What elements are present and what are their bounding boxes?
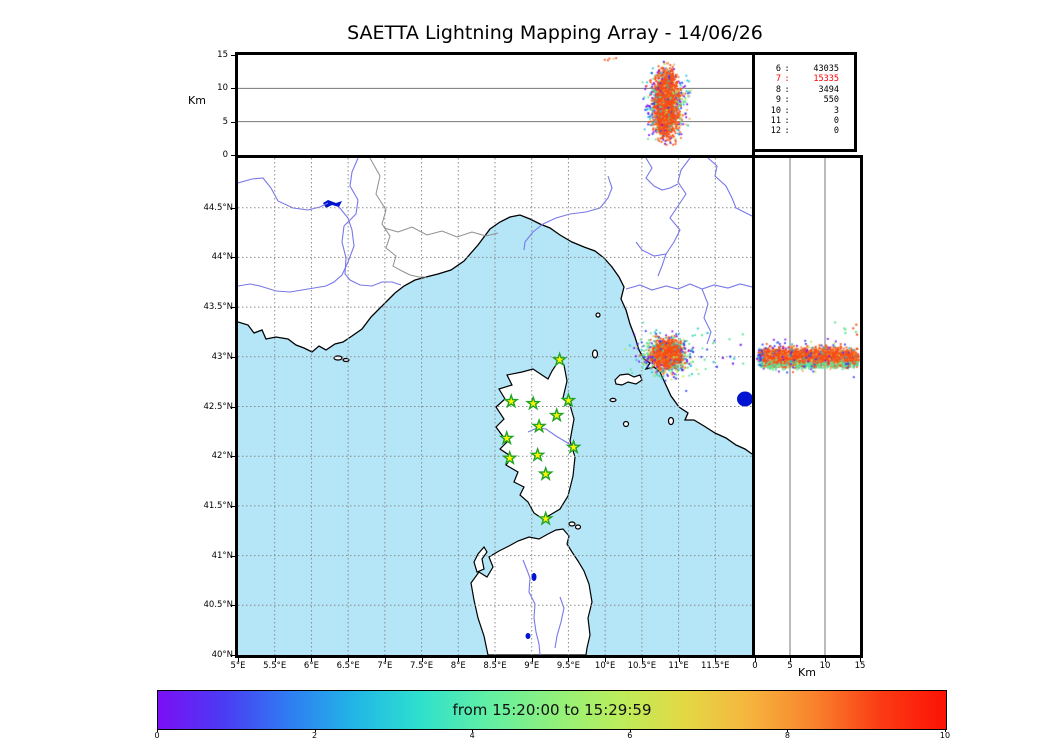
lon-tick-label: 6°E — [303, 661, 319, 671]
altitude-latitude-panel — [752, 155, 863, 658]
lon-tick-label: 10°E — [594, 661, 616, 671]
tick-mark — [790, 658, 791, 662]
right-panel-xtick-label: 0 — [752, 661, 758, 671]
source-count-row: 7:15335 — [775, 74, 839, 85]
colorbar-tick-label: 2 — [312, 731, 318, 740]
lat-tick-label: 40°N — [211, 650, 233, 660]
colorbar-tick-label: 0 — [154, 731, 160, 740]
tick-mark — [860, 658, 861, 662]
colorbar-tick-label: 10 — [939, 731, 951, 740]
lat-tick-label: 44.5°N — [203, 202, 233, 213]
source-count-row: 12:0 — [770, 126, 839, 137]
lat-tick-label: 44°N — [211, 252, 233, 263]
page-title: SAETTA Lightning Mapping Array - 14/06/2… — [347, 22, 763, 44]
top-panel-ytick-label: 5 — [222, 116, 228, 127]
tick-mark — [531, 658, 533, 662]
tick-mark — [311, 658, 313, 662]
right-panel-xtick-label: 15 — [854, 661, 866, 671]
map-panel — [235, 155, 755, 658]
source-count-panel: 6:43035 7:15335 8:3494 9:550 10:3 11:0 12:0 — [752, 52, 857, 152]
tick-mark — [238, 658, 239, 662]
map-scatter-layer — [238, 158, 752, 655]
tick-mark — [568, 658, 570, 662]
colorbar-tick-label: 6 — [627, 731, 633, 740]
top-panel-ytick-label: 15 — [217, 50, 228, 60]
tick-mark — [384, 658, 386, 662]
lat-tick-label: 42.5°N — [203, 401, 233, 412]
colorbar-tick-label: 8 — [784, 731, 790, 740]
altitude-latitude-scatter-layer — [755, 158, 860, 655]
colorbar: from 15:20:00 to 15:29:59 — [157, 690, 947, 730]
lat-tick-label: 43°N — [211, 351, 233, 362]
lon-tick-label: 9.5°E — [556, 661, 580, 671]
source-count-row: 9:550 — [775, 95, 839, 106]
source-count-row: 8:3494 — [775, 84, 839, 95]
lat-tick-label: 42°N — [211, 451, 233, 462]
lon-tick-label: 6.5°E — [336, 661, 360, 671]
colorbar-tick-label: 4 — [469, 731, 475, 740]
lat-tick-label: 41.5°N — [203, 500, 233, 511]
altitude-longitude-scatter-layer — [238, 55, 752, 155]
lon-tick-label: 5°E — [230, 661, 246, 671]
lon-tick-label: 7°E — [377, 661, 393, 671]
source-count-row: 6:43035 — [775, 64, 839, 74]
colorbar-gradient — [158, 691, 946, 729]
lon-tick-label: 8°E — [450, 661, 466, 671]
lon-tick-label: 8.5°E — [483, 661, 507, 671]
lon-tick-label: 9°E — [524, 661, 540, 671]
tick-mark — [755, 658, 756, 662]
tick-mark — [825, 658, 826, 662]
tick-mark — [274, 658, 276, 662]
tick-mark — [421, 658, 423, 662]
colorbar-time-range-label: from 15:20:00 to 15:29:59 — [452, 701, 652, 719]
tick-mark — [641, 658, 643, 662]
lon-tick-label: 7.5°E — [409, 661, 434, 671]
lat-tick-label: 40.5°N — [203, 600, 233, 611]
source-count-row: 11:0 — [770, 115, 839, 126]
tick-mark — [348, 658, 350, 662]
tick-mark — [715, 658, 717, 662]
lat-tick-label: 43.5°N — [203, 302, 233, 313]
tick-mark — [678, 658, 680, 662]
altitude-longitude-panel — [235, 52, 755, 158]
source-count-row: 10:3 — [770, 105, 839, 116]
lon-tick-label: 10.5°E — [627, 661, 657, 671]
tick-mark — [495, 658, 496, 662]
top-panel-km-axis-label: Km — [188, 94, 206, 107]
top-panel-ytick-label: 0 — [222, 150, 228, 160]
top-panel-ytick-label: 10 — [217, 83, 228, 94]
lon-tick-label: 5.5°E — [263, 661, 287, 671]
lon-tick-label: 11°E — [668, 661, 689, 671]
lat-tick-label: 41°N — [211, 550, 233, 561]
tick-mark — [605, 658, 607, 662]
right-panel-km-axis-label: Km — [798, 666, 816, 679]
lon-tick-label: 11.5°E — [701, 661, 730, 671]
tick-mark — [458, 658, 460, 662]
